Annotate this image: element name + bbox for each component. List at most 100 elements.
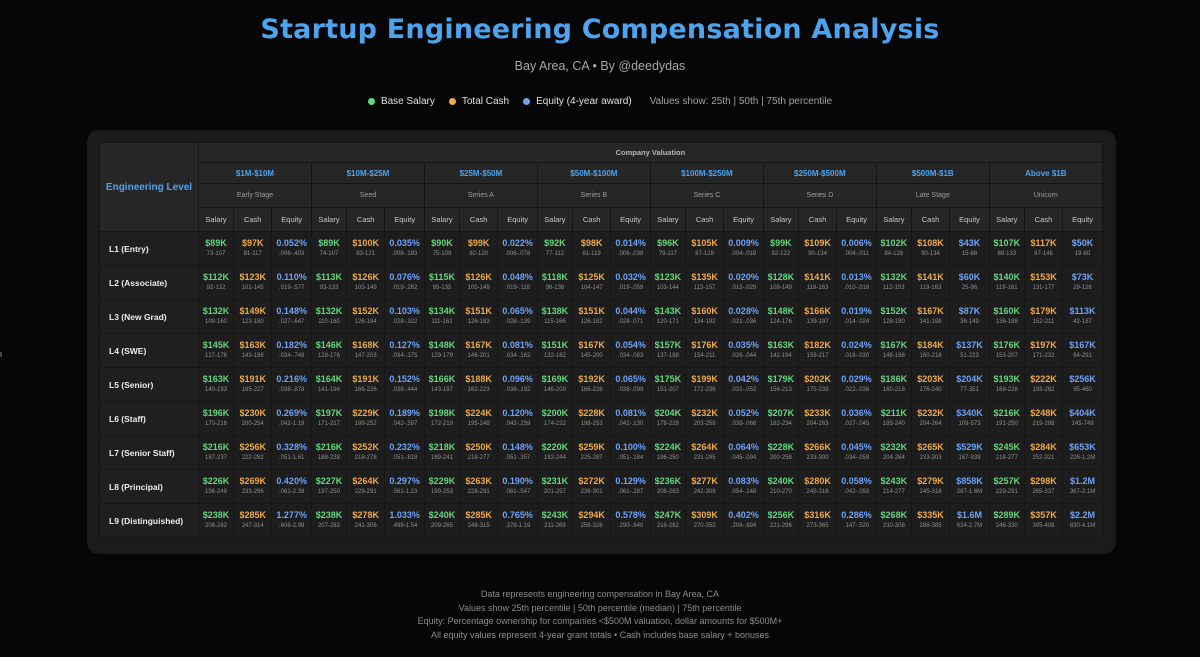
cash-range: 242-309 [693,489,716,495]
salary-cell: $157K 137-188 [649,333,686,368]
cash-range: 233-296 [241,489,264,495]
salary-cell: $90K 75-109 [423,231,460,266]
cash-cell: $280K 245-316 [797,469,838,504]
cash-range: 90-134 [808,251,827,257]
cash-cell: $199K 172-236 [684,367,725,402]
cash-range: 145-200 [580,353,603,359]
salary-range: 168-228 [995,387,1018,393]
equity-range: .042-.130 [617,421,644,427]
equity-cell: 0.402% .206-.694 [723,503,764,538]
salary-median-value: $238K [315,510,343,520]
cash-range: 204-263 [806,421,829,427]
cash-range: 245-316 [806,489,829,495]
equity-range: .042-.597 [391,421,418,427]
cash-median-value: $184K [917,340,944,350]
table-row: L5 (Senior) $163K 140-193 $191K 165-227 0.216… [99,367,1103,402]
cash-cell: $248K 219-288 [1023,401,1064,436]
equity-cell: 0.083% .054-.148 [723,469,764,504]
equity-median-value: $43K [958,238,981,248]
equity-range: .038-.192 [504,387,531,393]
salary-median-value: $220K [541,442,569,452]
level-label: L7 (Senior Staff) [99,435,199,470]
cash-cell: $126K 105-149 [458,265,499,300]
cash-median-value: $280K [804,476,831,486]
equity-cell: 0.765% .378-1.19 [497,503,538,538]
equity-range: .034-.162 [504,353,531,359]
footer-line: All equity values represent 4-year grant… [430,629,770,640]
equity-cell: 0.035% .006-.193 [384,231,425,266]
salary-median-value: $236K [654,476,682,486]
salary-cell: $236K 206-263 [649,469,686,504]
cash-range: 147-203 [354,353,377,359]
equity-cell: $43K 15-68 [949,231,990,266]
cash-range: 81-117 [243,251,262,257]
cash-cell: $256K 222-282 [233,435,273,470]
salary-cell: $216K 187-237 [197,435,235,470]
level-label: L4 (SWE) [99,333,199,368]
equity-cell: 0.216% .038-.878 [271,367,312,402]
cash-range: 90-134 [921,251,940,257]
salary-median-value: $132K [202,306,230,316]
cash-range: 241-306 [354,523,377,529]
salary-range: 171-217 [317,421,340,427]
salary-median-value: $157K [654,340,682,350]
cash-median-value: $199K [691,374,718,384]
equity-median-value: 0.152% [389,374,420,384]
cash-median-value: $250K [465,442,492,452]
equity-range: 145-749 [1071,421,1094,427]
cash-cell: $203K 176-240 [910,367,951,402]
level-label: L9 (Distinguished) [99,503,199,538]
equity-range: 226-1.2M [1069,455,1096,461]
equity-range: 29-126 [1073,285,1092,291]
salary-range: 98-138 [545,285,565,291]
cash-range: 203-259 [693,421,716,427]
cash-cell: $188K 162-223 [458,367,499,402]
equity-median-value: $1.6M [957,510,983,520]
equity-range: 624-2.7M [956,523,983,529]
cash-median-value: $123K [239,272,266,282]
salary-cell: $152K 128-180 [875,299,912,334]
salary-median-value: $92K [544,238,566,248]
salary-range: 178-228 [656,421,679,427]
level-label: L5 (Senior) [99,367,199,402]
salary-range: 128-176 [317,353,340,359]
equity-median-value: $50K [1071,238,1094,248]
cash-cell: $192K 166-228 [571,367,612,402]
subcolumn-header-salary: Salary [875,207,912,232]
salary-cell: $243K 211-269 [536,503,573,538]
cash-cell: $232K 204-264 [910,401,951,436]
salary-range: 128-180 [882,319,905,325]
cash-median-value: $265K [917,442,944,452]
subcolumn-header-equity: Equity [610,207,651,232]
equity-range: .038-.444 [391,387,418,393]
salary-range: 191-250 [995,421,1018,427]
salary-median-value: $132K [315,306,343,316]
equity-cell: 0.054% .034-.083 [610,333,651,368]
equity-range: .006-.193 [391,251,418,257]
salary-cell: $169K 146-200 [536,367,573,402]
salary-range: 201-257 [543,489,566,495]
salary-cell: $216K 188-238 [310,435,347,470]
subcolumn-header-equity: Equity [723,207,764,232]
cash-median-value: $259K [578,442,605,452]
cash-range: 154-211 [693,353,716,359]
salary-median-value: $224K [654,442,682,452]
cash-range: 200-254 [241,421,264,427]
salary-median-value: $143K [654,306,682,316]
salary-range: 218-277 [995,455,1018,461]
salary-range: 200-258 [769,455,792,461]
salary-range: 192-244 [543,455,566,461]
cash-median-value: $232K [691,408,718,418]
cash-range: 176-240 [919,387,942,393]
cash-median-value: $309K [691,510,718,520]
cash-median-value: $278K [352,510,379,520]
subcolumn-header-cash: Cash [684,207,725,232]
valuation-band-header: $25M-$50M [423,162,538,184]
orange-dot-icon [448,98,456,105]
salary-median-value: $107K [993,238,1021,248]
stage-header: Series A [423,183,538,208]
legend-item-base-salary: Base Salary [367,96,435,107]
cash-cell: $151K 126-182 [571,299,612,334]
salary-median-value: $211K [880,408,907,418]
cash-median-value: $298K [1030,476,1057,486]
